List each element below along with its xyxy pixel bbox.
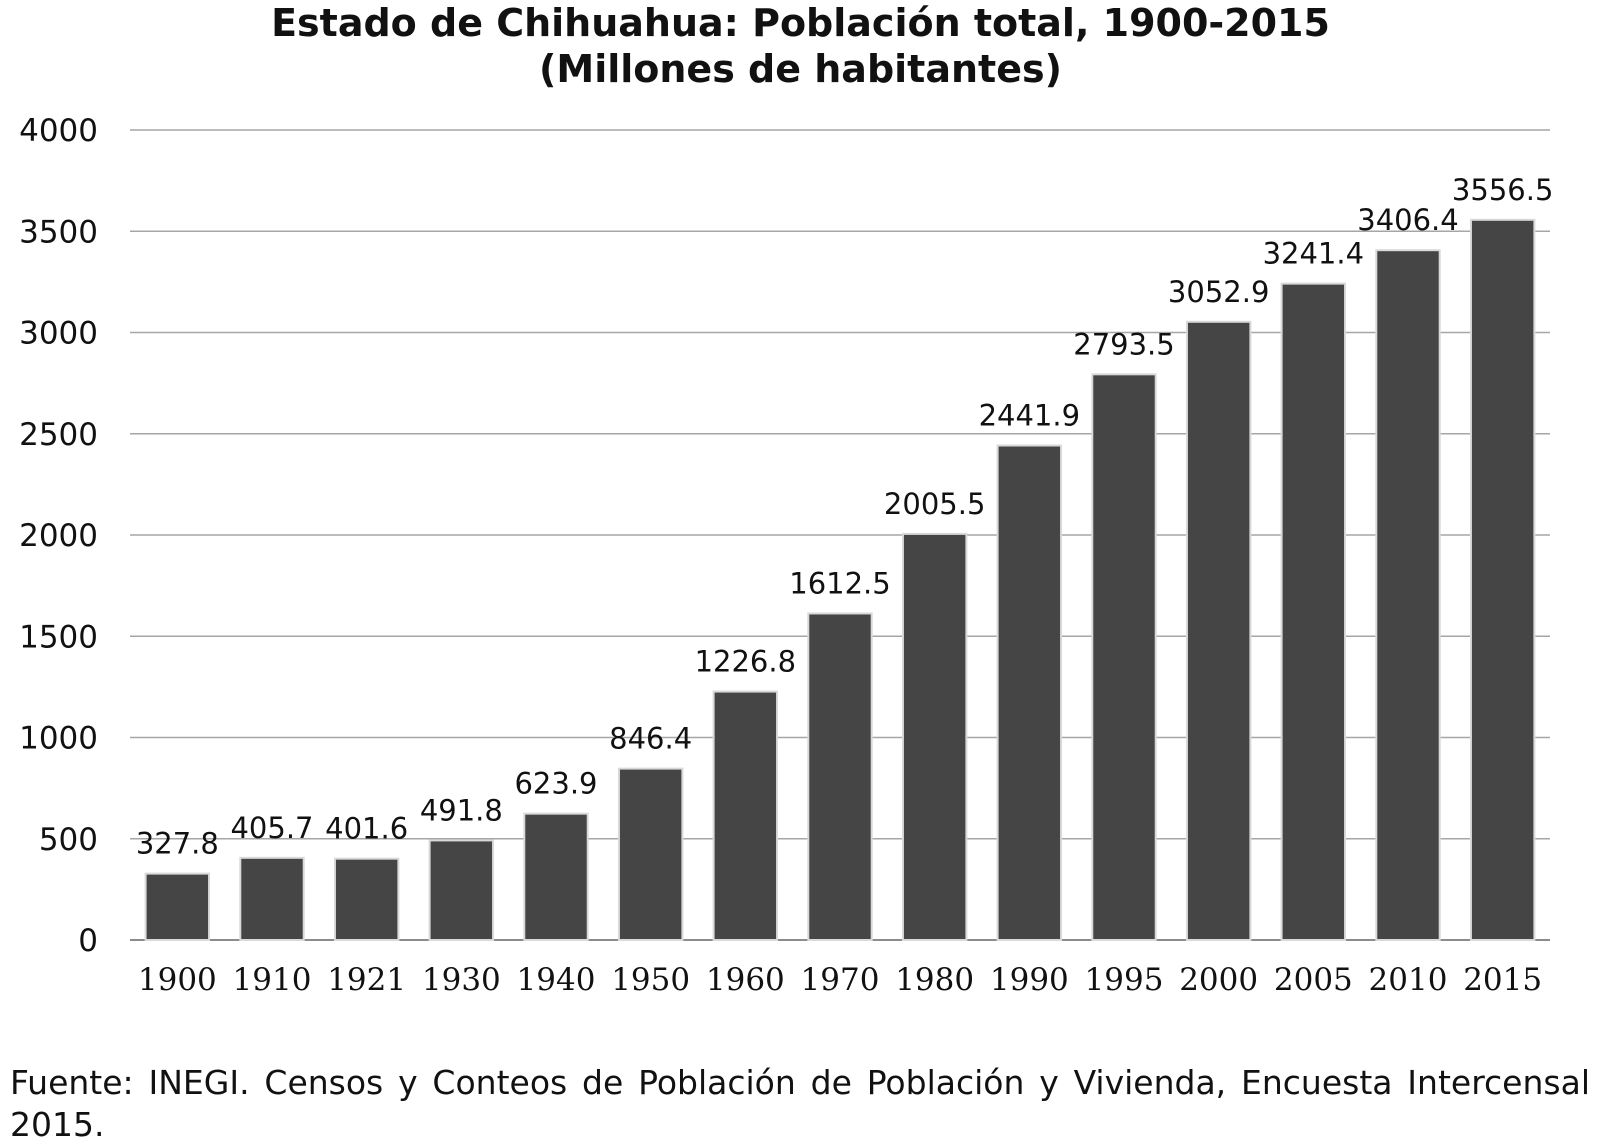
bar — [239, 856, 305, 942]
chart-title-line2: (Millones de habitantes) — [539, 47, 1062, 91]
x-tick-label: 1930 — [422, 962, 501, 998]
x-tick-label: 2000 — [1179, 962, 1258, 998]
x-tick-label: 1921 — [327, 962, 406, 998]
chart-title-line1: Estado de Chihuahua: Población total, 19… — [271, 1, 1330, 45]
y-tick-label: 3000 — [19, 316, 98, 352]
y-tick-label: 3500 — [19, 214, 98, 250]
y-tick-label: 1500 — [19, 619, 98, 655]
bar — [996, 444, 1063, 941]
bar — [807, 612, 873, 941]
bar — [1185, 320, 1252, 942]
source-note: Fuente: INEGI. Censos y Conteos de Pobla… — [10, 1063, 1590, 1144]
bar — [712, 690, 779, 941]
x-tick-label: 1970 — [801, 962, 880, 998]
bar — [1091, 373, 1157, 942]
bar — [428, 839, 495, 942]
data-label: 846.4 — [609, 722, 692, 756]
bar — [901, 532, 968, 941]
x-tick-label: 2010 — [1369, 962, 1448, 998]
bar — [1469, 218, 1536, 941]
data-label: 3052.9 — [1168, 275, 1269, 309]
x-tick-label: 1950 — [611, 962, 690, 998]
chart-title: Estado de Chihuahua: Población total, 19… — [0, 0, 1601, 92]
y-tick-label: 0 — [78, 923, 98, 959]
y-tick-label: 500 — [39, 822, 98, 858]
x-tick-label: 1910 — [233, 962, 312, 998]
x-tick-label: 1900 — [138, 962, 217, 998]
data-label: 491.8 — [420, 793, 503, 827]
y-tick-label: 2500 — [19, 417, 98, 453]
bar — [1375, 249, 1441, 942]
data-label: 1612.5 — [789, 566, 890, 600]
y-tick-label: 4000 — [19, 113, 98, 149]
bar — [144, 872, 211, 941]
y-tick-label: 2000 — [19, 518, 98, 554]
data-label: 2005.5 — [884, 487, 985, 521]
data-label: 2441.9 — [979, 399, 1080, 433]
data-label: 3556.5 — [1452, 173, 1553, 207]
bar — [523, 812, 589, 942]
data-label: 3241.4 — [1263, 237, 1364, 271]
x-tick-label: 1960 — [706, 962, 785, 998]
x-tick-label: 2015 — [1463, 962, 1542, 998]
bar — [617, 767, 684, 941]
data-label: 2793.5 — [1073, 327, 1174, 361]
y-tick-label: 1000 — [19, 721, 98, 757]
data-label: 401.6 — [325, 812, 408, 846]
bar — [1280, 282, 1347, 941]
data-label: 405.7 — [230, 811, 313, 845]
x-tick-label: 1990 — [990, 962, 1069, 998]
x-tick-label: 1995 — [1085, 962, 1164, 998]
bar-chart: 0 500 1000 1500 2000 2500 3000 3500 4000 327.8 190… — [19, 113, 1553, 998]
data-label: 327.8 — [136, 827, 219, 861]
x-tick-label: 1980 — [895, 962, 974, 998]
data-label: 1226.8 — [695, 645, 796, 679]
data-label: 3406.4 — [1357, 203, 1458, 237]
bar — [333, 857, 400, 942]
x-tick-label: 2005 — [1274, 962, 1353, 998]
data-label: 623.9 — [514, 767, 597, 801]
x-tick-label: 1940 — [517, 962, 596, 998]
